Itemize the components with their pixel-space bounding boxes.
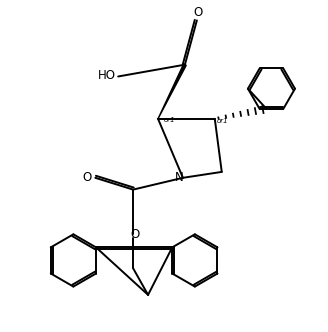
- Text: or1: or1: [164, 118, 175, 124]
- Text: O: O: [193, 6, 202, 19]
- Polygon shape: [158, 64, 186, 119]
- Text: O: O: [82, 171, 92, 184]
- Text: or1: or1: [216, 119, 228, 124]
- Text: O: O: [130, 228, 139, 241]
- Text: N: N: [174, 171, 183, 184]
- Text: HO: HO: [98, 69, 116, 82]
